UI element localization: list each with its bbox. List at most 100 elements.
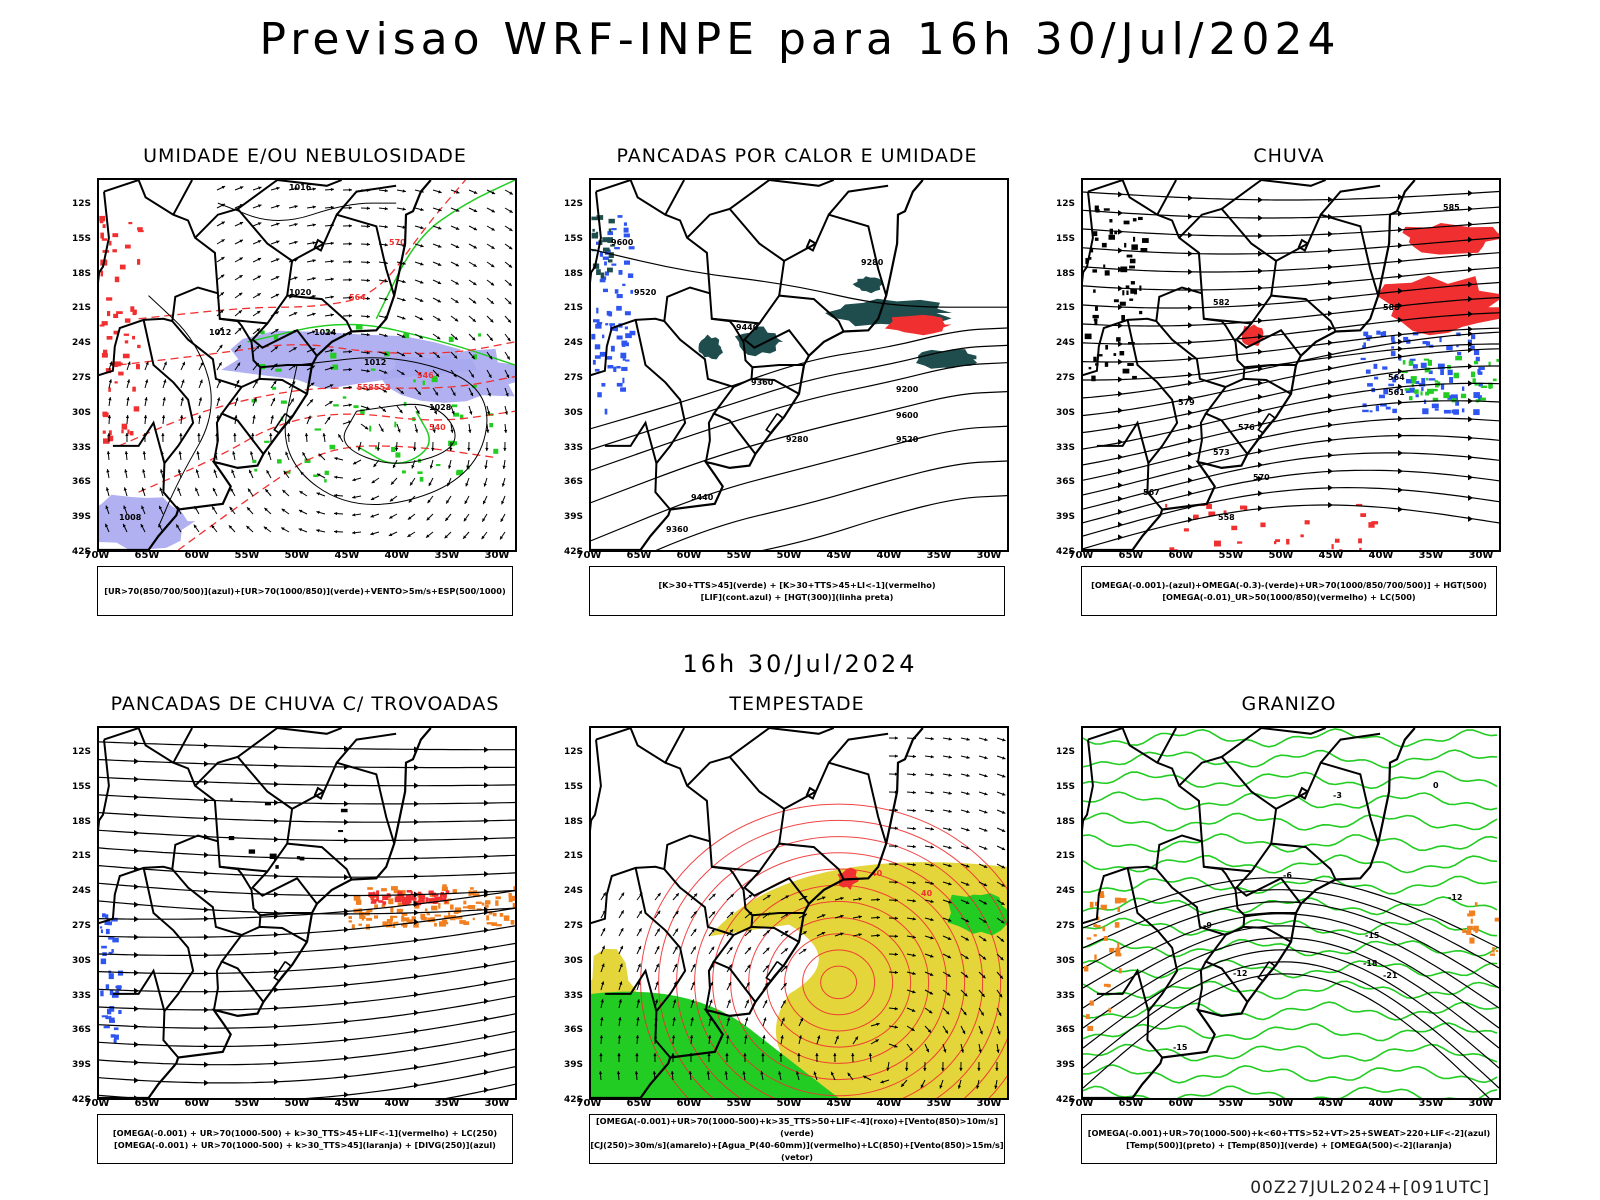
streamline-arrow xyxy=(134,916,139,923)
wind-vector xyxy=(360,260,371,265)
longitude-label: 50W xyxy=(776,1098,802,1109)
wind-vector xyxy=(324,384,334,389)
rain-speckle-green xyxy=(1424,367,1431,373)
streamline xyxy=(1083,252,1499,273)
rain-speckle-blue xyxy=(1451,409,1457,414)
rain-speckle-blue xyxy=(1390,336,1395,341)
wind-vector xyxy=(504,315,512,324)
streamline xyxy=(99,882,515,897)
forecast-map[interactable]: 40 40 xyxy=(589,726,1009,1100)
streamline-arrow xyxy=(484,1069,489,1076)
wind-vector xyxy=(978,989,986,998)
wind-vector xyxy=(288,240,298,245)
country-border xyxy=(1297,786,1309,800)
streamline-arrow xyxy=(1328,436,1333,443)
thunder-speckle-red xyxy=(445,900,448,904)
streamline-arrow xyxy=(1118,495,1123,502)
thunder-speckle-orange xyxy=(495,900,499,906)
contour-label: 9520 xyxy=(634,288,657,297)
wind-vector xyxy=(378,351,388,356)
streamline-arrow xyxy=(1468,281,1473,288)
wind-vector xyxy=(333,530,344,534)
wind-vector xyxy=(503,441,507,452)
wind-vector xyxy=(870,1039,880,1045)
geopotential-height-line xyxy=(761,495,1007,550)
streamline-arrow xyxy=(1188,464,1193,471)
humidity-speckle-green xyxy=(330,352,337,359)
thunder-speckle-orange xyxy=(402,917,410,922)
streamline-arrow xyxy=(134,794,139,801)
streamline xyxy=(99,890,515,920)
wind-vector xyxy=(432,225,442,230)
wind-vector xyxy=(180,397,184,407)
streamline xyxy=(1083,297,1499,327)
streamline-arrow xyxy=(1118,358,1123,365)
humidity-speckle-green xyxy=(436,464,441,467)
wind-vector xyxy=(414,207,424,212)
thunder-speckle-orange xyxy=(391,886,398,891)
thunder-speckle-orange xyxy=(484,904,489,908)
thunder-speckle-orange xyxy=(359,916,366,919)
latitude-label: 12S xyxy=(1055,199,1075,209)
country-border xyxy=(172,728,193,764)
humidity-speckle-green xyxy=(264,440,270,443)
lifted-index-blue xyxy=(624,326,628,330)
country-border xyxy=(827,184,889,216)
forecast-map[interactable]: 582 579 576 573 570 567 564 561 558 585 588 xyxy=(1081,178,1501,552)
wind-vector xyxy=(870,915,881,920)
lifted-index-blue xyxy=(607,231,613,236)
wind-vector xyxy=(942,791,952,795)
omega-speckle-orange xyxy=(1467,925,1473,931)
latitude-label: 24S xyxy=(563,886,583,897)
country-border xyxy=(704,413,715,463)
forecast-map[interactable]: -15 -18 -21 -12 -9 -6 -3 0 -15 -12 xyxy=(1081,726,1501,1100)
latitude-label: 27S xyxy=(563,921,583,931)
wind-vector xyxy=(432,243,442,248)
humidity-speckle-green xyxy=(329,444,336,450)
humidity-speckle-red xyxy=(114,381,118,384)
wind-vector xyxy=(978,863,988,869)
thunder-speckle-orange xyxy=(382,921,389,926)
streamline-arrow xyxy=(1328,407,1333,414)
wind-vector xyxy=(252,257,262,263)
wind-vector xyxy=(267,451,272,461)
country-border xyxy=(634,319,687,511)
wind-vector xyxy=(448,459,452,469)
rain-speckle-blue xyxy=(1426,341,1431,346)
wind-vector xyxy=(266,469,272,479)
rain-speckle-red xyxy=(1300,534,1304,538)
contour-label: 1012 xyxy=(364,358,386,367)
thunder-speckle-red xyxy=(443,893,447,898)
streamline-arrow xyxy=(344,1036,349,1043)
thunder-speckle-orange xyxy=(353,896,361,901)
latitude-label: 30S xyxy=(71,407,91,418)
thunder-speckle-red xyxy=(404,897,410,903)
latitude-label: 18S xyxy=(563,268,583,279)
contour-label: 564 xyxy=(349,293,366,302)
streamline xyxy=(99,829,515,842)
rain-speckle-blue xyxy=(1409,358,1416,361)
wind-vector xyxy=(378,297,388,301)
forecast-map[interactable]: 9600 9520 9440 9360 9280 9200 9600 9520 9440 9360… xyxy=(589,178,1009,552)
streamline-arrow xyxy=(204,888,209,895)
isoline-green xyxy=(247,323,515,366)
streamline-arrow xyxy=(344,819,349,826)
omega-speckle-orange xyxy=(1099,891,1104,896)
wind-vector xyxy=(407,531,416,538)
rain-speckle-red xyxy=(1237,541,1243,544)
streamline-arrow xyxy=(414,891,419,898)
lifted-index-blue xyxy=(628,246,635,250)
thunder-speckle-red xyxy=(439,897,446,902)
lifted-index-blue xyxy=(601,383,606,387)
streamline-arrow xyxy=(1468,251,1473,258)
wind-vector xyxy=(396,207,406,211)
latitude-label: 24S xyxy=(1055,338,1075,349)
humidity-speckle-green xyxy=(459,414,464,420)
contour-label: -6 xyxy=(1283,871,1292,880)
wind-vector xyxy=(316,510,326,515)
wind-vector xyxy=(467,441,471,452)
wind-vector xyxy=(450,225,460,230)
wind-vector xyxy=(378,207,388,211)
forecast-map[interactable]: 1012 1016 1020 1024 1028 1012 1008 570 564 558 552… xyxy=(97,178,517,552)
forecast-map[interactable] xyxy=(97,726,517,1100)
